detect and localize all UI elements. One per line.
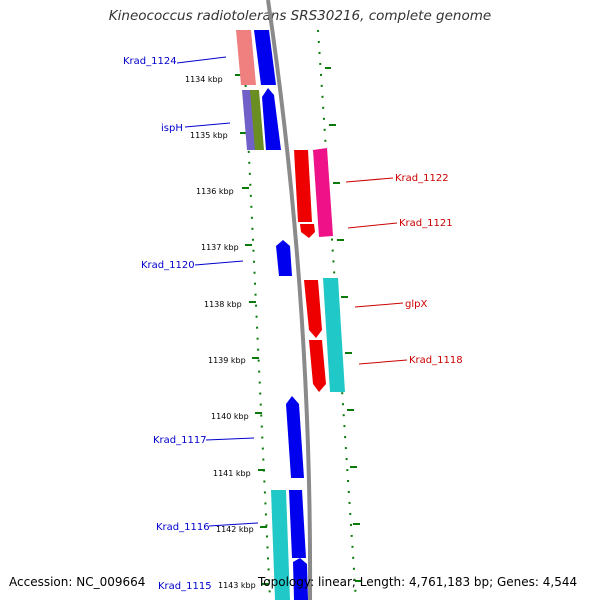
gene-arrow-glpx[interactable]: [304, 280, 322, 338]
genome-info-text: Topology: linear; Length: 4,761,183 bp; …: [258, 575, 578, 589]
gene-label-krad-1124[interactable]: Krad_1124: [123, 56, 177, 67]
gene-arrow[interactable]: [309, 340, 326, 392]
gene-arrow-krad-1116[interactable]: [271, 490, 290, 600]
gene-arrow-krad-1121[interactable]: [300, 224, 315, 238]
gene-arrow[interactable]: [262, 88, 281, 150]
accession-text: Accession: NC_009664: [9, 575, 146, 589]
gene-label-krad-1122[interactable]: Krad_1122: [395, 173, 449, 184]
tick-marks-right: [325, 67, 362, 582]
tick-label: 1136 kbp: [196, 187, 234, 196]
gene-arrow-krad-1118[interactable]: [323, 278, 345, 392]
gene-label-isph[interactable]: ispH: [161, 123, 183, 134]
tick-label: 1134 kbp: [185, 75, 223, 84]
gene-label-krad-1121[interactable]: Krad_1121: [399, 218, 453, 229]
gene-labels: Krad_1124 ispH Krad_1122 Krad_1121 Krad_…: [123, 56, 463, 592]
tick-label: 1138 kbp: [204, 300, 242, 309]
gene-arrow-krad-1115[interactable]: [293, 558, 308, 600]
gene-label-krad-1118[interactable]: Krad_1118: [409, 355, 463, 366]
map-title: Kineococcus radiotolerans SRS30216, comp…: [108, 8, 492, 24]
gene-arrow-krad-1124[interactable]: [236, 30, 256, 85]
gene-features: [236, 30, 345, 600]
gene-arrow-krad-1120[interactable]: [276, 240, 292, 276]
gene-label-krad-1117[interactable]: Krad_1117: [153, 435, 207, 446]
tick-label: 1142 kbp: [216, 525, 254, 534]
gene-label-krad-1116[interactable]: Krad_1116: [156, 522, 210, 533]
tick-labels: 1134 kbp 1135 kbp 1136 kbp 1137 kbp 1138…: [185, 75, 256, 590]
tick-label: 1137 kbp: [201, 243, 239, 252]
gene-arrow[interactable]: [313, 148, 333, 237]
gene-label-glpx[interactable]: glpX: [405, 299, 427, 310]
gene-label-krad-1120[interactable]: Krad_1120: [141, 260, 195, 271]
tick-label: 1141 kbp: [213, 469, 251, 478]
gene-arrow[interactable]: [250, 90, 264, 150]
gene-arrow-krad-1122[interactable]: [294, 150, 312, 222]
gene-arrow-krad-1117[interactable]: [286, 396, 304, 478]
map-footer: Accession: NC_009664 Topology: linear; L…: [0, 572, 600, 594]
gene-arrow[interactable]: [254, 30, 276, 85]
gene-arrow[interactable]: [289, 490, 306, 558]
tick-label: 1140 kbp: [211, 412, 249, 421]
gene-label-krad-1115[interactable]: Krad_1115: [158, 581, 212, 592]
tick-marks-left: [235, 74, 269, 585]
tick-label: 1135 kbp: [190, 131, 228, 140]
tick-label: 1143 kbp: [218, 581, 256, 590]
genome-backbone: [266, 0, 313, 600]
tick-label: 1139 kbp: [208, 356, 246, 365]
gene-arrow-isph[interactable]: [242, 90, 256, 150]
label-connectors: [176, 56, 408, 527]
